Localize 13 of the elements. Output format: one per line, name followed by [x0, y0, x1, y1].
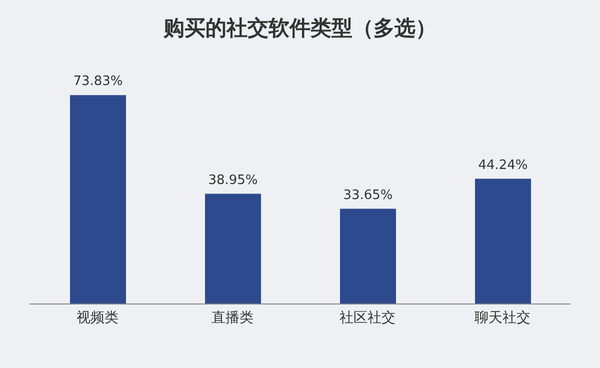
data-label: 44.24%: [478, 158, 528, 173]
data-label: 33.65%: [343, 188, 393, 203]
bar: [205, 194, 261, 304]
data-label: 73.83%: [73, 74, 123, 90]
chart-title: 购买的社交软件类型（多选）: [162, 15, 438, 42]
bar: [340, 208, 396, 304]
x-tick-label: 聊天社交: [474, 310, 530, 326]
bar: [475, 178, 531, 304]
bar: [70, 95, 126, 304]
data-label: 38.95%: [208, 172, 258, 188]
x-tick-label: 直播类: [212, 310, 254, 326]
x-tick-label: 社区社交: [340, 310, 396, 326]
x-tick-label: 视频类: [76, 310, 118, 326]
